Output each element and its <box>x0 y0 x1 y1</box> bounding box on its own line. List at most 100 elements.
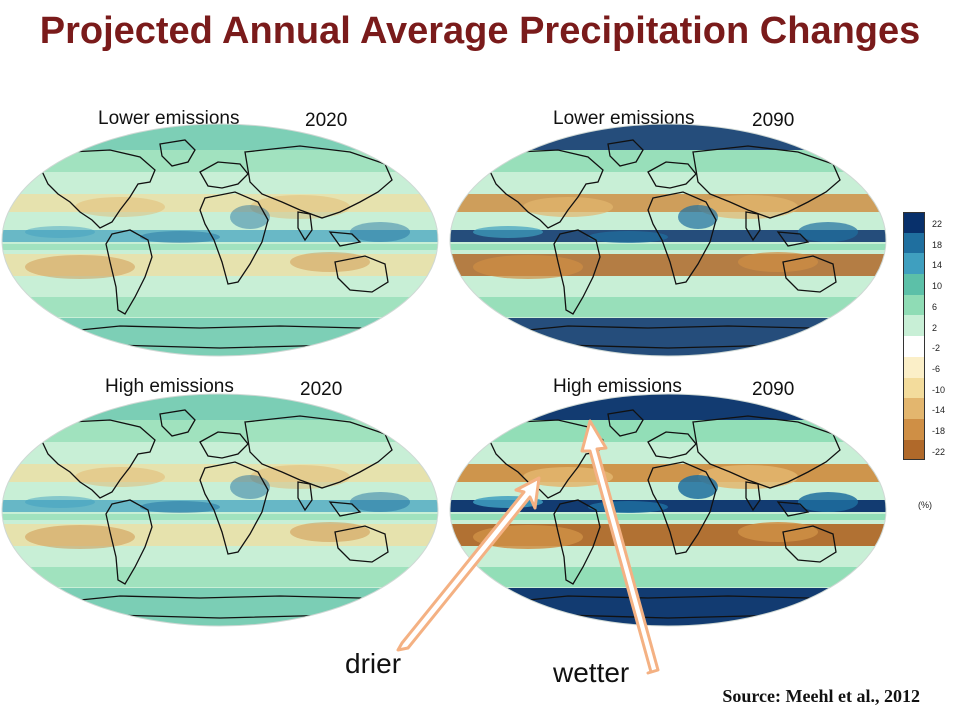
page-title: Projected Annual Average Precipitation C… <box>39 10 921 52</box>
map-field <box>2 394 438 626</box>
legend-swatch <box>903 232 925 254</box>
panel-label-scenario: High emissions <box>553 376 682 397</box>
coastline <box>199 161 249 189</box>
precip-band <box>450 420 886 442</box>
legend-swatch <box>903 274 925 295</box>
coastline <box>647 161 697 189</box>
coastline <box>745 211 761 242</box>
precip-anomaly <box>25 226 95 238</box>
coastline <box>297 211 313 242</box>
coastline <box>647 191 717 285</box>
precip-band <box>450 514 886 520</box>
legend-swatch <box>903 336 925 357</box>
coastline <box>328 231 362 247</box>
precip-band <box>450 500 886 512</box>
coastline <box>487 149 604 229</box>
precip-band <box>2 464 438 482</box>
legend-tick-label: -2 <box>932 343 941 354</box>
legend-swatch <box>903 253 925 275</box>
precip-anomaly <box>250 465 350 489</box>
precip-band <box>2 254 438 276</box>
coastline <box>297 481 313 512</box>
legend-tick-label: -18 <box>932 426 946 436</box>
coastline <box>607 409 644 437</box>
precip-anomaly <box>678 475 718 499</box>
wetter-label: wetter <box>553 657 630 688</box>
coastline <box>199 461 269 555</box>
legend-tick-label: 14 <box>932 260 943 271</box>
precip-band <box>450 244 886 250</box>
coastline <box>244 415 393 489</box>
legend-tick-label: 22 <box>932 219 943 229</box>
precip-anomaly <box>473 255 583 279</box>
precip-anomaly <box>290 522 370 542</box>
precip-anomaly <box>798 492 858 512</box>
precip-anomaly <box>698 465 798 489</box>
legend-tick-label: 18 <box>932 239 943 250</box>
coastline <box>105 499 153 585</box>
coastline <box>159 139 196 167</box>
panel-label-year: 2020 <box>305 110 348 131</box>
precip-band <box>450 150 886 172</box>
world-map-lower-2090 <box>449 123 887 357</box>
coastline <box>199 431 249 459</box>
coastline <box>487 419 604 499</box>
precip-band <box>2 500 438 512</box>
coastline <box>244 145 393 219</box>
precip-anomaly <box>473 226 543 238</box>
coastline <box>105 229 153 315</box>
legend-swatch <box>903 294 925 316</box>
panel-label-year: 2020 <box>300 379 343 400</box>
legend-tick-label: -10 <box>932 384 946 395</box>
wetter-arrow <box>580 419 660 675</box>
precip-anomaly <box>75 467 165 487</box>
coastline <box>776 231 810 247</box>
legend-tick-label: -14 <box>932 405 946 416</box>
precip-anomaly <box>25 255 135 279</box>
legend-swatch <box>903 315 925 337</box>
precip-anomaly <box>75 197 165 217</box>
precip-band <box>450 567 886 587</box>
panel-label-scenario: High emissions <box>105 376 234 397</box>
precip-anomaly <box>290 252 370 272</box>
color-legend <box>903 212 925 461</box>
legend-unit: (%) <box>918 500 932 510</box>
coastline <box>607 139 644 167</box>
legend-tick-label: 10 <box>932 281 943 292</box>
coastline <box>553 499 601 585</box>
precip-band <box>2 567 438 587</box>
legend-tick-label: -6 <box>932 363 941 374</box>
coastline <box>159 409 196 437</box>
precip-band <box>2 524 438 546</box>
precip-band <box>2 297 438 317</box>
legend-tick-label: 2 <box>932 322 938 333</box>
coastline <box>692 415 841 489</box>
precip-band <box>2 230 438 242</box>
precip-anomaly <box>230 205 270 229</box>
coastline <box>782 255 837 293</box>
precip-anomaly <box>588 231 668 243</box>
legend-swatch <box>903 212 925 233</box>
precip-anomaly <box>250 195 350 219</box>
panel-label-year: 2090 <box>752 110 795 131</box>
precip-anomaly <box>523 197 613 217</box>
legend-swatch <box>903 377 925 399</box>
precip-anomaly <box>140 231 220 243</box>
precip-anomaly <box>738 252 818 272</box>
map-field <box>2 124 438 356</box>
panel-label-scenario: Lower emissions <box>98 108 240 129</box>
coastline <box>647 461 717 555</box>
world-map-lower-2020 <box>1 123 439 357</box>
precip-band <box>2 244 438 250</box>
legend-swatch <box>903 398 925 419</box>
precip-anomaly <box>350 492 410 512</box>
coastline <box>39 419 156 499</box>
coastline <box>199 191 269 285</box>
map-outline <box>1 123 439 357</box>
precip-anomaly <box>698 195 798 219</box>
precip-band <box>2 420 438 442</box>
precip-anomaly <box>230 475 270 499</box>
legend-swatch <box>903 418 925 440</box>
source-citation: Source: Meehl et al., 2012 <box>722 686 920 706</box>
